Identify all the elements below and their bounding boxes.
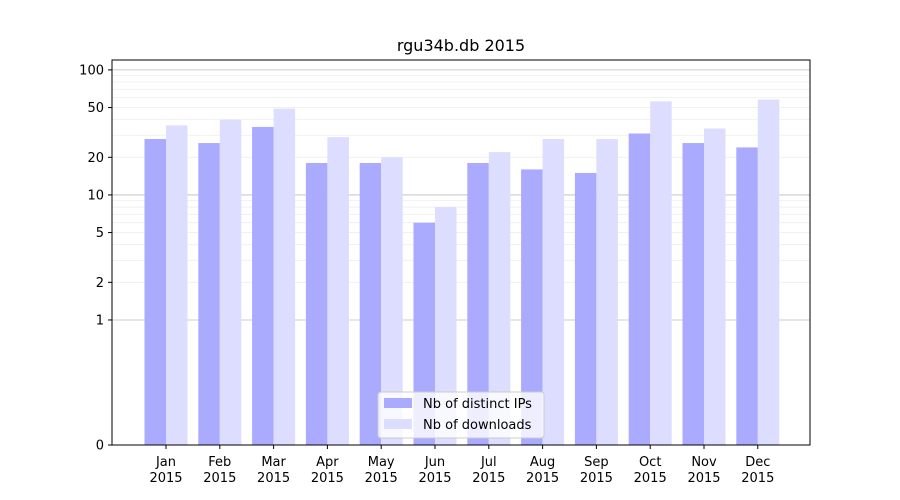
x-tick-label: Mar 2015	[257, 455, 290, 486]
x-tick-label: Dec 2015	[741, 455, 774, 486]
x-tick-label: Feb 2015	[203, 455, 236, 486]
bar-downloads	[488, 152, 511, 445]
bar-distinct-ips	[198, 143, 220, 445]
y-tick-label: 100	[79, 63, 104, 78]
x-tick-label: Apr 2015	[311, 455, 344, 486]
bar-distinct-ips	[413, 222, 435, 445]
bar-downloads	[166, 125, 188, 445]
bar-downloads	[273, 108, 296, 445]
x-tick-label: May 2015	[365, 455, 398, 486]
x-tick-label: Oct 2015	[634, 455, 667, 486]
bar-downloads	[757, 99, 780, 446]
y-axis: 0 1 2 5 10 20 50 100	[79, 63, 112, 454]
legend-label-downloads: Nb of downloads	[423, 418, 532, 433]
x-tick-label: Jan 2015	[149, 455, 182, 486]
bar-distinct-ips	[144, 139, 166, 445]
y-tick-label: 20	[87, 151, 104, 166]
legend-swatch-downloads	[384, 419, 412, 429]
bar-distinct-ips	[252, 126, 274, 446]
bar-downloads	[704, 128, 726, 445]
legend: Nb of distinct IPs Nb of downloads	[377, 391, 545, 439]
y-tick-label: 1	[96, 313, 104, 328]
plot-area-frame	[111, 59, 811, 446]
x-tick-label: Sep 2015	[580, 455, 613, 486]
y-tick-label: 0	[96, 439, 104, 454]
legend-label-distinct-ips: Nb of distinct IPs	[423, 397, 532, 412]
x-tick-label: Jun 2015	[418, 455, 451, 486]
bar-downloads	[435, 207, 457, 445]
bar-distinct-ips	[467, 163, 489, 445]
y-tick-label: 5	[96, 226, 104, 241]
legend-frame	[377, 391, 545, 439]
legend-swatch-distinct-ips	[384, 398, 412, 408]
bar-downloads	[381, 157, 403, 445]
x-tick-label: Nov 2015	[687, 455, 720, 486]
bar-distinct-ips	[305, 163, 328, 445]
y-tick-label: 2	[96, 276, 104, 291]
y-tick-label: 10	[87, 188, 104, 203]
bar-downloads	[596, 139, 618, 445]
bar-distinct-ips	[736, 147, 758, 446]
bar-distinct-ips	[359, 163, 382, 445]
bar-distinct-ips	[521, 169, 543, 445]
x-axis: Jan 2015 Feb 2015 Mar 2015 Apr 2015 May 2015 Jun 20…	[149, 445, 774, 486]
bar-downloads	[327, 137, 349, 445]
bar-downloads	[542, 139, 565, 445]
bar-downloads	[650, 101, 672, 445]
x-tick-label: Aug 2015	[526, 455, 559, 486]
chart-title: rgu34b.db 2015	[397, 36, 525, 55]
bar-distinct-ips	[628, 133, 651, 445]
bars	[144, 99, 780, 446]
bar-downloads	[219, 119, 242, 446]
x-tick-label: Jul 2015	[472, 455, 505, 486]
bar-distinct-ips	[682, 143, 704, 445]
y-tick-label: 50	[87, 101, 104, 116]
bar-distinct-ips	[574, 172, 597, 445]
